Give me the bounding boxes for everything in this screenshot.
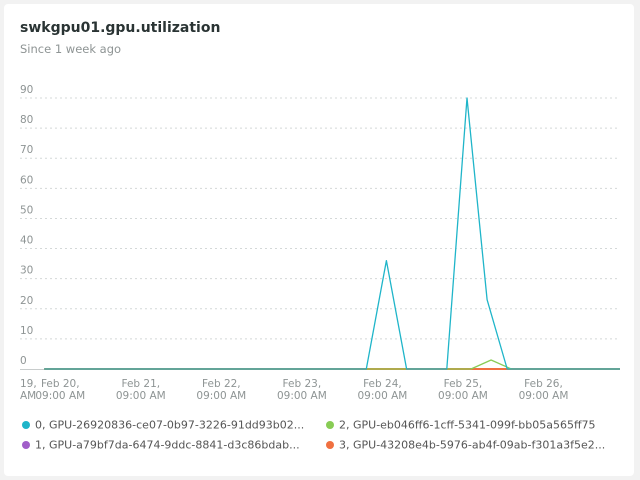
x-tick-label: Feb 21, [121,378,160,390]
legend-label: 0, GPU-26920836-ce07-0b97-3226-91dd93b02… [35,418,305,432]
x-tick-label: 19, [20,378,37,390]
x-tick-label: Feb 26, [524,378,563,390]
y-tick-label: 20 [20,295,33,307]
x-tick-label: 09:00 AM [519,390,569,402]
y-tick-label: 30 [20,265,33,277]
y-tick-label: 40 [20,235,33,247]
legend-dot-icon [326,421,334,429]
y-tick-label: 90 [20,84,33,96]
y-tick-label: 80 [20,114,33,126]
x-tick-label: Feb 20, [41,378,80,390]
legend-dot-icon [22,421,30,429]
widget-title: swkgpu01.gpu.utilization [20,20,221,36]
legend-dot-icon [326,441,334,449]
legend-dot-icon [22,441,30,449]
x-tick-label: Feb 24, [363,378,402,390]
y-tick-label: 70 [20,144,33,156]
x-tick-label: 09:00 AM [438,390,488,402]
y-tick-label: 60 [20,174,33,186]
y-tick-label: 10 [20,325,33,337]
legend-label: 1, GPU-a79bf7da-6474-9ddc-8841-d3c86bdab… [35,438,300,452]
series-line-2 [44,359,620,370]
legend-item-0[interactable]: 0, GPU-26920836-ce07-0b97-3226-91dd93b02… [22,418,310,432]
y-tick-label: 50 [20,204,33,216]
x-tick-label: 09:00 AM [196,390,246,402]
legend-label: 2, GPU-eb046ff6-1cff-5341-099f-bb05a565f… [339,418,596,432]
x-tick-label: AM [20,390,36,402]
x-tick-label: Feb 25, [444,378,483,390]
x-tick-label: Feb 23, [283,378,322,390]
x-tick-label: 09:00 AM [357,390,407,402]
x-tick-label: 09:00 AM [35,390,85,402]
y-tick-label: 0 [20,355,27,367]
widget-subtitle: Since 1 week ago [20,42,122,56]
x-tick-label: Feb 22, [202,378,241,390]
series-line-0 [44,97,620,370]
x-tick-label: 09:00 AM [277,390,327,402]
x-tick-label: 09:00 AM [116,390,166,402]
legend-item-2[interactable]: 2, GPU-eb046ff6-1cff-5341-099f-bb05a565f… [326,418,614,432]
legend-item-3[interactable]: 3, GPU-43208e4b-5976-ab4f-09ab-f301a3f5e… [326,438,614,452]
legend-item-1[interactable]: 1, GPU-a79bf7da-6474-9ddc-8841-d3c86bdab… [22,438,310,452]
legend-label: 3, GPU-43208e4b-5976-ab4f-09ab-f301a3f5e… [339,438,606,452]
widget-card: swkgpu01.gpu.utilization Since 1 week ag… [4,4,634,476]
